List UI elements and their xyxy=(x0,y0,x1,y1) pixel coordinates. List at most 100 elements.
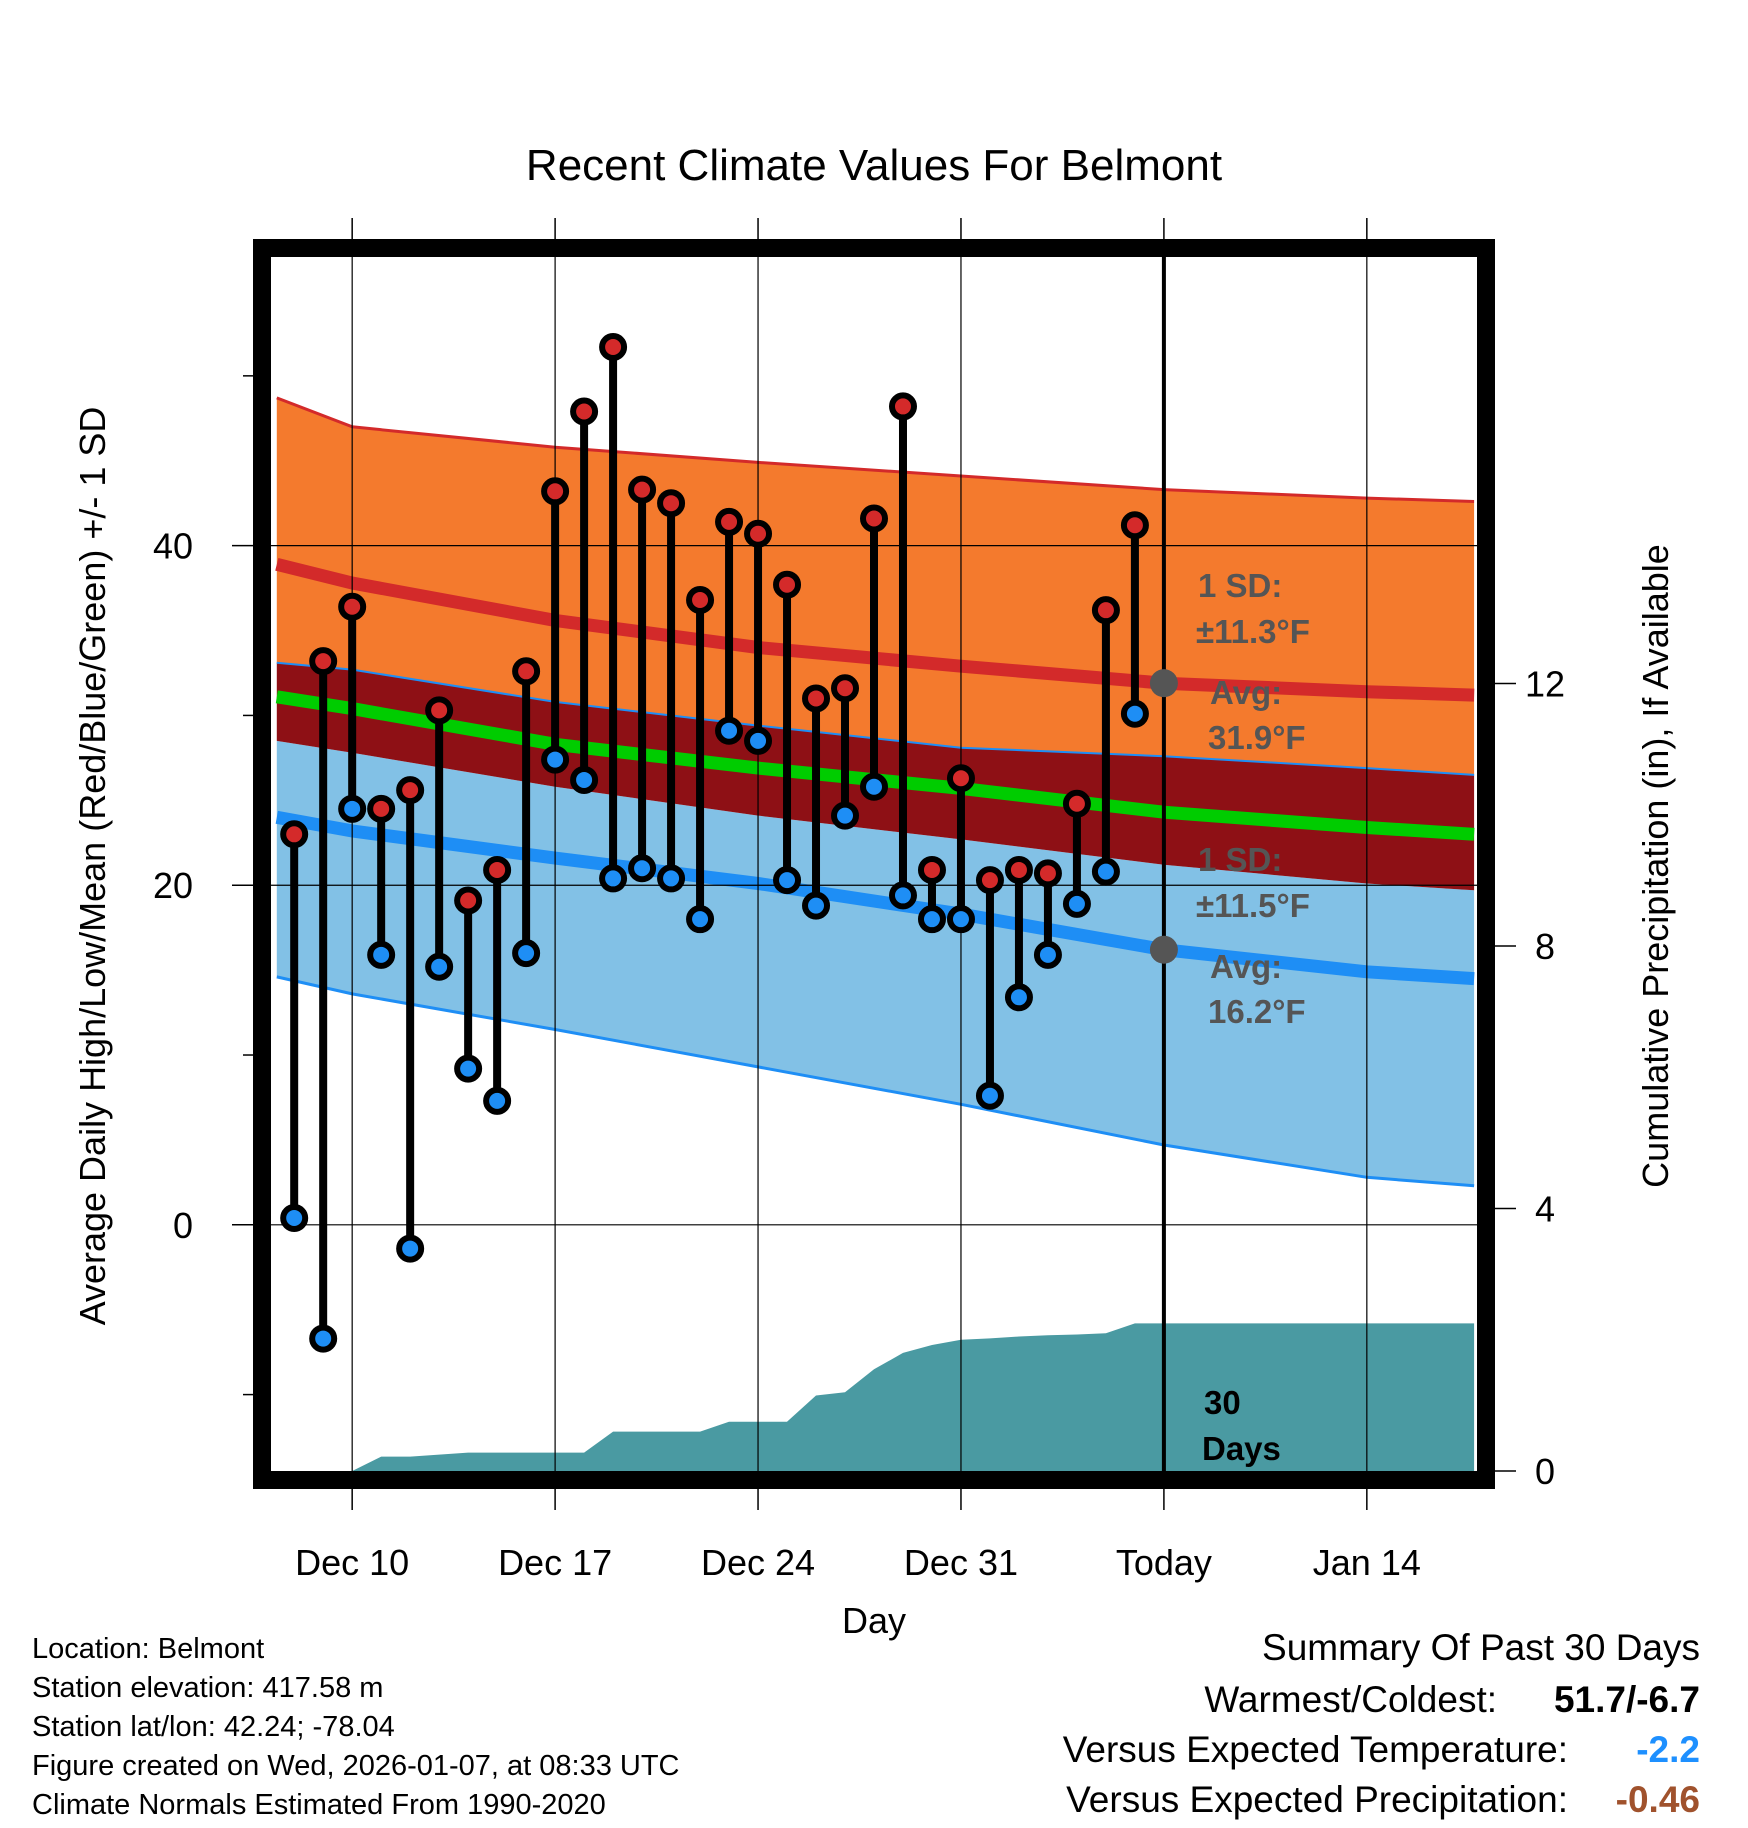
daily-high-point xyxy=(483,855,512,884)
high-plus-sd-line xyxy=(276,396,1475,503)
daily-low-point xyxy=(773,866,802,895)
info-latlon: Station lat/lon: 42.24; -78.04 xyxy=(32,1711,395,1743)
y2-tick-label: 4 xyxy=(1535,1189,1555,1230)
daily-low-point xyxy=(425,952,454,981)
x-tick-label: Jan 14 xyxy=(1313,1542,1421,1583)
daily-high-point xyxy=(744,519,773,548)
daily-high-point xyxy=(280,820,309,849)
high-avg-marker xyxy=(1149,669,1178,698)
y2-tick-label: 0 xyxy=(1535,1451,1555,1492)
low-avg-label: Avg: xyxy=(1210,948,1282,985)
high-sd-value: ±11.3°F xyxy=(1196,613,1310,650)
daily-high-point xyxy=(1062,789,1091,818)
daily-high-point xyxy=(338,592,367,621)
y-tick-label: 20 xyxy=(153,865,193,906)
daily-high-point xyxy=(917,855,946,884)
x-tick-label: Dec 10 xyxy=(295,1542,409,1583)
daily-low-point xyxy=(1004,983,1033,1012)
daily-low-point xyxy=(831,801,860,830)
high-avg-value: 31.9°F xyxy=(1208,719,1306,756)
y2-axis-label: Cumulative Precipitation (in), If Availa… xyxy=(1635,544,1676,1188)
daily-high-point xyxy=(570,397,599,426)
info-normals: Climate Normals Estimated From 1990-2020 xyxy=(32,1789,606,1821)
high-avg-label: Avg: xyxy=(1210,674,1282,711)
mean-line xyxy=(275,690,1475,841)
daily-high-point xyxy=(802,684,831,713)
daily-high-point xyxy=(396,776,425,805)
daily-low-point xyxy=(744,726,773,755)
info-created: Figure created on Wed, 2026-01-07, at 08… xyxy=(32,1750,680,1782)
y-tick-label: 40 xyxy=(153,526,193,567)
daily-high-point xyxy=(946,764,975,793)
daily-low-point xyxy=(396,1234,425,1263)
low-sd-label: 1 SD: xyxy=(1198,841,1282,878)
daily-high-point xyxy=(773,570,802,599)
daily-low-point xyxy=(1033,940,1062,969)
daily-high-point xyxy=(309,647,338,676)
low-avg-value: 16.2°F xyxy=(1208,993,1306,1030)
daily-high-point xyxy=(541,477,570,506)
high-minus-sd-line xyxy=(276,661,1475,776)
daily-low-point xyxy=(512,939,541,968)
daily-low-point xyxy=(570,765,599,794)
daily-high-point xyxy=(1120,511,1149,540)
daily-high-point xyxy=(512,657,541,686)
daily-low-point xyxy=(1120,699,1149,728)
daily-high-point xyxy=(1091,596,1120,625)
low-sd-value: ±11.5°F xyxy=(1196,887,1310,924)
daily-high-point xyxy=(599,332,628,361)
daily-low-point xyxy=(802,891,831,920)
daily-low-point xyxy=(280,1204,309,1233)
daily-low-point xyxy=(860,772,888,801)
precip-area xyxy=(352,1323,1475,1471)
axis-ticks: Dec 10 Dec 17 Dec 24 Dec 31 Today Jan 1402040… xyxy=(153,218,1565,1583)
daily-low-point xyxy=(367,940,396,969)
daily-low-point xyxy=(657,864,686,893)
high-sd-label: 1 SD: xyxy=(1198,567,1282,604)
daily-low-point xyxy=(715,716,744,745)
annotations: 1 SD: ±11.3°F Avg: 31.9°F 1 SD: ±11.5°F … xyxy=(1196,567,1310,1467)
y2-tick-label: 8 xyxy=(1535,926,1555,967)
daily-high-point xyxy=(425,696,454,725)
daily-low-point xyxy=(686,905,715,934)
daily-low-point xyxy=(454,1054,483,1083)
daily-high-point xyxy=(657,489,686,518)
daily-high-point xyxy=(860,504,888,533)
daily-low-point xyxy=(628,854,657,883)
daily-high-point xyxy=(888,392,917,421)
y-axis-label: Average Daily High/Low/Mean (Red/Blue/Gr… xyxy=(72,407,113,1326)
daily-low-point xyxy=(599,864,628,893)
x-tick-label: Dec 24 xyxy=(701,1542,815,1583)
daily-low-point xyxy=(338,794,367,823)
daily-high-point xyxy=(975,866,1004,895)
x-axis-label: Day xyxy=(842,1600,906,1641)
summary-temp-value: -2.2 xyxy=(1636,1729,1700,1770)
plot-frame xyxy=(253,239,1495,1489)
high-mean-line xyxy=(275,557,1475,702)
days-word: Days xyxy=(1202,1430,1281,1467)
daily-high-point xyxy=(1004,855,1033,884)
daily-high-point xyxy=(831,674,860,703)
summary-temp-label: Versus Expected Temperature: xyxy=(1063,1729,1568,1770)
daily-high-point xyxy=(1033,859,1062,888)
low-sd-band xyxy=(276,740,1475,1186)
daily-observations xyxy=(280,332,1149,1353)
daily-low-point xyxy=(541,745,570,774)
info-location: Location: Belmont xyxy=(32,1633,264,1665)
days-number: 30 xyxy=(1204,1384,1241,1421)
summary-title: Summary Of Past 30 Days xyxy=(1262,1627,1700,1668)
daily-low-point xyxy=(888,881,917,910)
chart-title: Recent Climate Values For Belmont xyxy=(526,141,1222,190)
daily-high-point xyxy=(686,585,715,614)
summary-precip-label: Versus Expected Precipitation: xyxy=(1066,1779,1568,1820)
daily-low-point xyxy=(1091,857,1120,886)
daily-high-point xyxy=(628,475,657,504)
daily-low-point xyxy=(946,905,975,934)
x-tick-label: Dec 31 xyxy=(904,1542,1018,1583)
summary-panel: Summary Of Past 30 Days Warmest/Coldest:… xyxy=(1063,1627,1700,1820)
daily-high-point xyxy=(715,507,744,536)
y-tick-label: 0 xyxy=(173,1205,193,1246)
daily-low-point xyxy=(309,1324,338,1353)
low-minus-sd-line xyxy=(276,975,1475,1188)
daily-high-point xyxy=(454,886,483,915)
